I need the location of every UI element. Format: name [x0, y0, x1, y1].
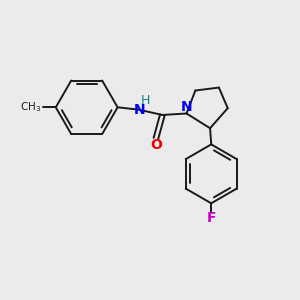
- Text: H: H: [141, 94, 150, 107]
- Text: N: N: [181, 100, 193, 114]
- Text: O: O: [150, 138, 162, 152]
- Text: CH$_3$: CH$_3$: [20, 100, 41, 114]
- Text: N: N: [133, 103, 145, 117]
- Text: F: F: [206, 211, 216, 225]
